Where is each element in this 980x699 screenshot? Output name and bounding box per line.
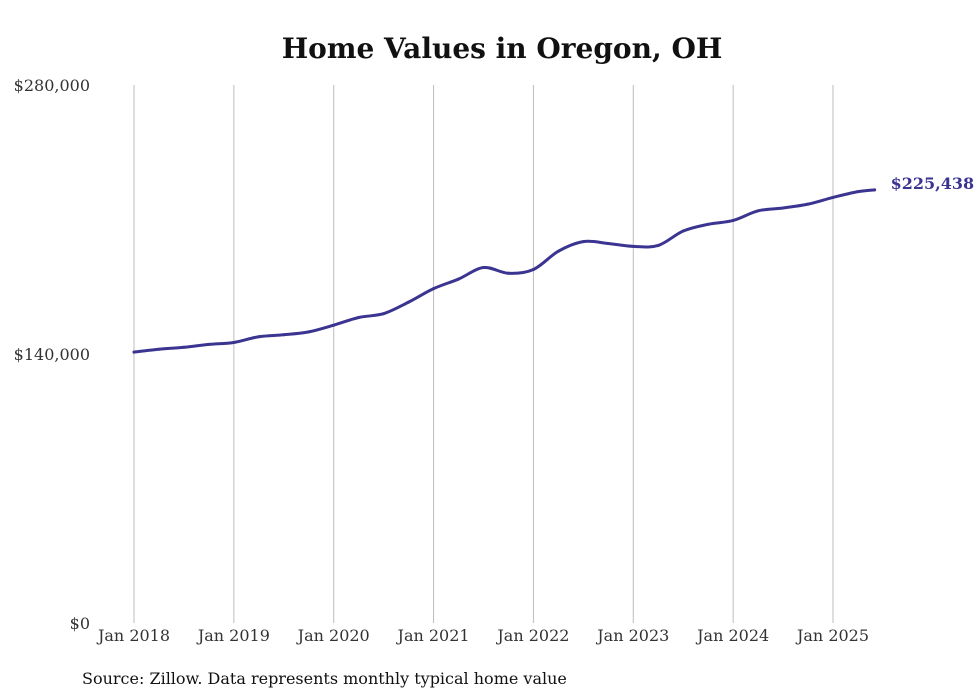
data-point-2022-07 xyxy=(581,240,585,244)
x-tick-label: Jan 2023 xyxy=(595,626,669,645)
x-tick-label: Jan 2018 xyxy=(96,626,170,645)
x-tick-label: Jan 2024 xyxy=(695,626,769,645)
data-point-2018-10 xyxy=(207,342,211,346)
data-point-2019-01 xyxy=(232,340,236,344)
data-point-2021-04 xyxy=(457,277,461,281)
data-point-2021-01 xyxy=(432,287,436,291)
y-tick-label: $0 xyxy=(70,614,90,633)
data-point-2018-07 xyxy=(182,345,186,349)
data-point-2024-07 xyxy=(781,206,785,210)
data-point-2025-06 xyxy=(873,188,877,192)
x-tick-label: Jan 2022 xyxy=(495,626,569,645)
y-axis-tick-labels: $0 $140,000 $280,000 xyxy=(14,76,90,633)
data-point-2022-01 xyxy=(531,267,535,271)
x-tick-label: Jan 2025 xyxy=(795,626,869,645)
data-point-2024-10 xyxy=(806,202,810,206)
data-point-2023-04 xyxy=(656,243,660,247)
data-point-2020-07 xyxy=(382,312,386,316)
data-point-2023-01 xyxy=(631,244,635,248)
data-point-2025-04 xyxy=(856,190,860,194)
data-point-2018-04 xyxy=(157,347,161,351)
data-point-2023-10 xyxy=(706,222,710,226)
data-point-2023-07 xyxy=(681,229,685,233)
series-data-points xyxy=(132,188,877,354)
x-tick-label: Jan 2021 xyxy=(396,626,470,645)
x-axis-tick-labels: Jan 2018 Jan 2019 Jan 2020 Jan 2021 Jan 2022… xyxy=(96,626,869,645)
data-point-2022-10 xyxy=(606,242,610,246)
y-tick-label: $140,000 xyxy=(14,345,90,364)
data-point-2018-01 xyxy=(132,350,136,354)
data-point-2025-01 xyxy=(831,195,835,199)
data-point-2020-04 xyxy=(357,315,361,319)
data-point-2020-01 xyxy=(332,323,336,327)
data-point-2022-04 xyxy=(556,249,560,253)
data-point-2021-07 xyxy=(482,266,485,270)
data-point-2019-07 xyxy=(282,333,286,337)
data-point-2024-01 xyxy=(731,218,735,222)
x-tick-label: Jan 2020 xyxy=(296,626,370,645)
vertical-gridlines xyxy=(133,85,834,623)
home-value-series-line xyxy=(132,188,877,354)
data-point-2021-10 xyxy=(506,271,510,275)
source-note: Source: Zillow. Data represents monthly … xyxy=(82,669,567,688)
data-point-2019-04 xyxy=(257,335,261,339)
y-tick-label: $280,000 xyxy=(14,76,90,95)
data-point-2020-10 xyxy=(407,300,411,304)
latest-value-label: $225,438 xyxy=(891,174,975,193)
x-tick-label: Jan 2019 xyxy=(196,626,270,645)
chart-title: Home Values in Oregon, OH xyxy=(282,32,723,65)
data-point-2024-04 xyxy=(756,209,760,213)
data-point-2019-10 xyxy=(307,330,311,334)
